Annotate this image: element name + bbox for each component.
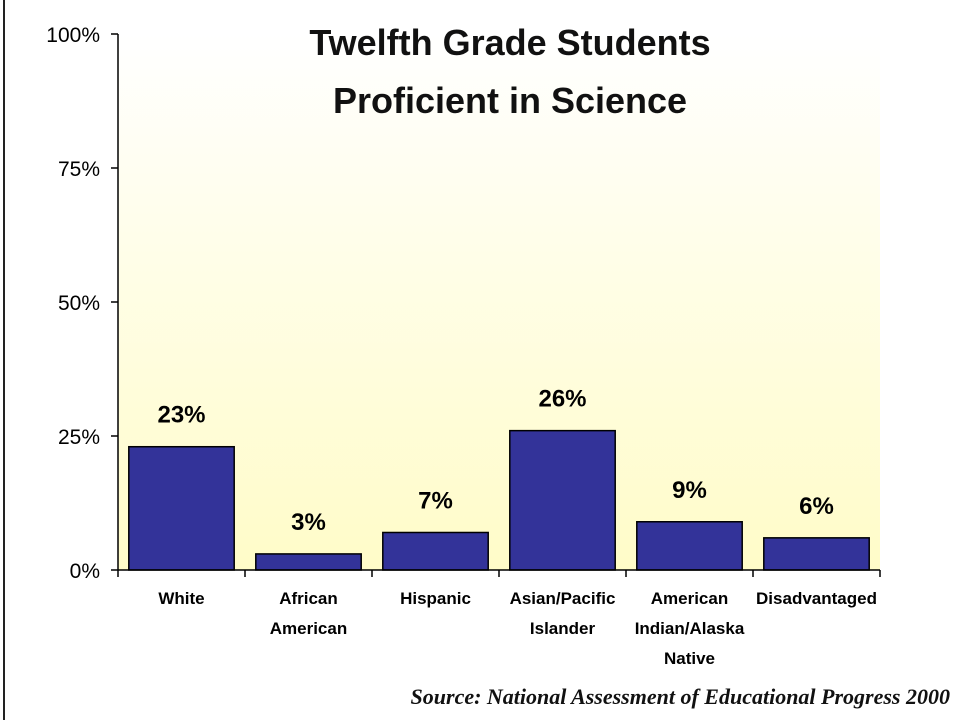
bar [509, 429, 616, 571]
data-label: 26% [538, 386, 586, 413]
x-tick-label: American [651, 589, 728, 608]
y-tick-label: 0% [70, 560, 100, 583]
bar [636, 521, 743, 571]
y-tick-label: 50% [58, 292, 100, 315]
data-label: 7% [418, 487, 453, 514]
data-label: 3% [291, 509, 326, 536]
x-tick-label: Islander [530, 619, 596, 638]
x-tick-label: Disadvantaged [756, 589, 877, 608]
bars-group [128, 429, 870, 571]
data-label: 23% [157, 402, 205, 429]
data-label: 6% [799, 493, 834, 520]
x-tick-label: Asian/Pacific [510, 589, 616, 608]
labels-group: 23% White 3% African American 7% Hispanic 26% As… [46, 24, 877, 668]
x-tick-label: Indian/Alaska [635, 619, 745, 638]
y-tick-label: 25% [58, 426, 100, 449]
y-tick-label: 75% [58, 158, 100, 181]
plot-background [118, 34, 880, 570]
x-tick-label: African [279, 589, 338, 608]
x-tick-label: American [270, 619, 347, 638]
source-note: Source: National Assessment of Education… [410, 684, 950, 709]
bar [382, 531, 489, 571]
bar [128, 445, 235, 571]
data-label: 9% [672, 477, 707, 504]
bar [255, 553, 362, 571]
left-border-line [3, 0, 5, 720]
x-tick-label: Native [664, 649, 715, 668]
axes-group [111, 33, 881, 577]
x-tick-label: Hispanic [400, 589, 471, 608]
x-tick-label: White [158, 589, 204, 608]
chart-title-line1: Twelfth Grade Students [309, 22, 711, 63]
chart-title-line2: Proficient in Science [332, 80, 688, 121]
bar [763, 537, 870, 571]
y-tick-label: 100% [46, 24, 100, 47]
